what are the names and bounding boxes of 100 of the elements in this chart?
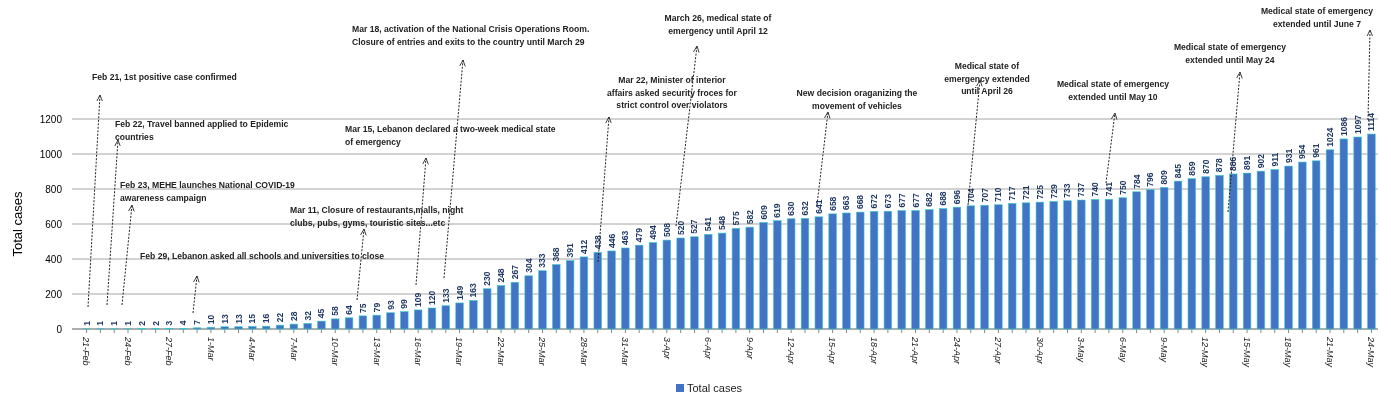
bar (1173, 180, 1183, 330)
annotation: Feb 29, Lebanon asked all schools and universities to close (140, 251, 385, 261)
bar (883, 210, 892, 330)
data-label: 682 (924, 192, 935, 207)
data-label: 79 (371, 302, 382, 313)
bar (1049, 201, 1058, 330)
data-label: 740 (1090, 182, 1101, 197)
data-label: 878 (1214, 157, 1225, 173)
data-label: 1086 (1338, 116, 1349, 136)
bar (1146, 189, 1155, 330)
data-label: 677 (896, 193, 907, 208)
data-label: 99 (399, 298, 410, 309)
y-tick-label: 1200 (39, 113, 63, 125)
data-label: 368 (551, 247, 562, 262)
data-label: 479 (634, 227, 645, 243)
data-label: 673 (882, 193, 893, 209)
bar (911, 210, 920, 330)
data-label: 4 (178, 320, 189, 326)
x-tick-label: 7-Mar (288, 337, 299, 362)
bar (1035, 201, 1044, 330)
data-label: 704 (965, 188, 976, 203)
data-label: 717 (1007, 186, 1018, 201)
bar (1187, 178, 1196, 330)
data-label: 548 (717, 215, 728, 231)
y-tick-label: 600 (45, 218, 63, 230)
annotation: Feb 22, Travel banned applied to Epidemic countries (115, 119, 289, 142)
bar (828, 213, 837, 330)
data-label: 1 (81, 320, 92, 326)
data-label: 28 (288, 311, 299, 322)
data-label: 575 (730, 210, 741, 226)
x-tick-label: 15-May (1241, 337, 1252, 368)
data-label: 737 (1076, 182, 1087, 198)
x-tick-label: 21-Apr (910, 336, 921, 366)
x-tick-label: 6-May (1117, 337, 1128, 363)
data-label: 954 (1297, 144, 1308, 160)
data-label: 809 (1159, 169, 1170, 185)
x-tick-label: 21-Feb (81, 336, 92, 366)
bar (275, 324, 285, 330)
bar (1325, 149, 1335, 330)
text: Medical state of emergency extended until May 10 (1056, 79, 1170, 102)
x-tick-label: 19-Mar (454, 337, 465, 367)
x-tick-label: 3-Apr (661, 337, 672, 361)
data-label: 13 (233, 314, 244, 324)
data-label: 64 (344, 305, 355, 315)
data-label: 891 (1242, 155, 1253, 171)
data-label: 149 (454, 285, 465, 300)
data-label: 859 (1186, 161, 1197, 176)
bar (427, 307, 437, 330)
y-tick-label: 0 (56, 323, 63, 335)
bar (248, 326, 257, 330)
data-label: 45 (316, 308, 327, 319)
data-label: 32 (302, 310, 313, 321)
x-tick-label: 22-Mar (495, 336, 506, 367)
bar (1008, 203, 1017, 330)
y-axis-title: Total cases (10, 190, 25, 257)
bar (400, 311, 409, 330)
data-label: 10 (205, 314, 216, 325)
data-label: 741 (1103, 181, 1114, 197)
bar (897, 210, 906, 330)
bar (704, 234, 713, 330)
data-label: 658 (827, 196, 838, 211)
data-label: 641 (813, 199, 824, 214)
data-label: 729 (1048, 183, 1059, 199)
bar (856, 211, 865, 330)
data-label: 7 (192, 319, 203, 325)
x-tick-label: 27-Feb (164, 336, 175, 366)
bar (952, 206, 962, 330)
y-tick-label: 400 (45, 253, 63, 265)
annotation: Feb 23, MEHE launches National COVID-19 awareness campaign (120, 180, 295, 203)
bar (1339, 138, 1348, 330)
data-label: 494 (648, 225, 659, 240)
bar (262, 325, 271, 330)
text: Medical state of emergency extended until May 24 (1173, 42, 1287, 65)
bar (980, 204, 989, 330)
bar (1063, 200, 1072, 330)
data-label: 391 (565, 243, 576, 258)
x-tick-label: 18-Apr (868, 337, 879, 366)
bar (579, 256, 589, 330)
data-label: 784 (1131, 174, 1142, 189)
bar (1270, 169, 1279, 330)
text: Feb 21, 1st positive case confirmed (92, 72, 237, 82)
x-tick-label: 30-Apr (1034, 337, 1045, 366)
text: March 26, medical state of emergency until April 12 (664, 13, 772, 36)
bar (676, 237, 685, 330)
bar (317, 320, 326, 330)
data-label: 733 (1062, 183, 1073, 198)
bar (1298, 161, 1307, 330)
data-label: 463 (620, 230, 631, 245)
data-label: 267 (509, 264, 520, 280)
bar (1132, 191, 1141, 330)
bar (455, 302, 464, 330)
text: Mar 22, Minister of interior affairs asked security froces for strict control over violators (607, 75, 738, 110)
data-label: 668 (855, 194, 866, 210)
data-label: 663 (841, 195, 852, 210)
bar (731, 228, 741, 330)
x-tick-label: 24-Apr (951, 336, 962, 366)
data-label: 845 (1173, 163, 1184, 179)
bar (1284, 165, 1293, 330)
data-label: 1 (95, 320, 106, 326)
data-label: 1 (123, 320, 134, 326)
